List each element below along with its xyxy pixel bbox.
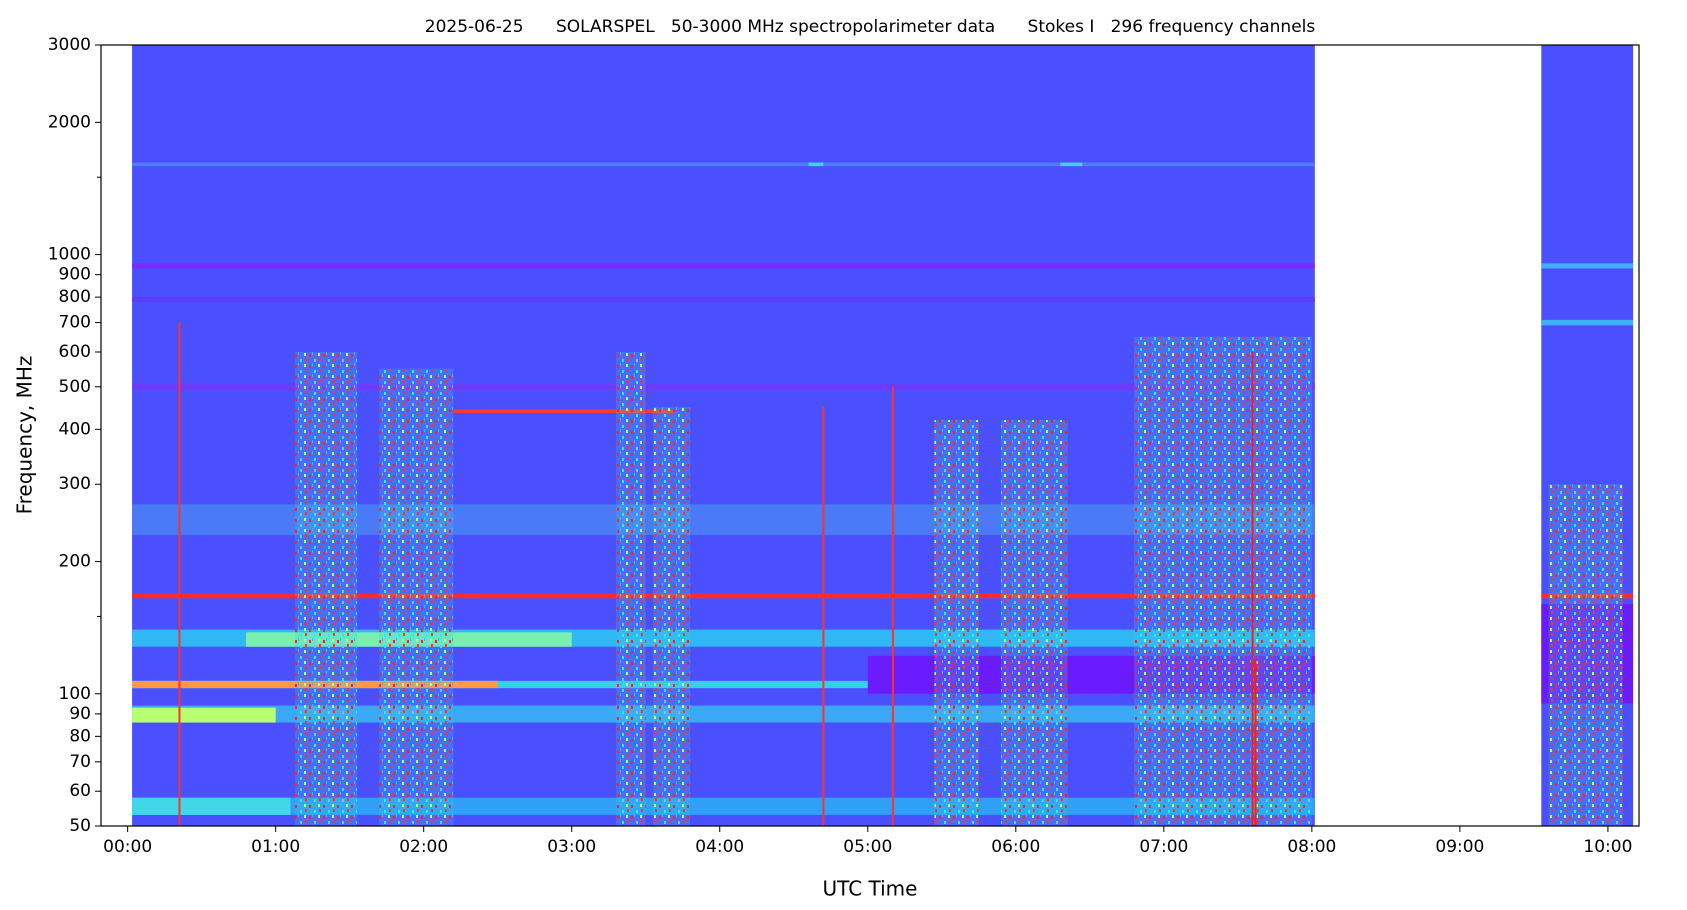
y-tick-label: 80	[69, 726, 91, 746]
y-tick-label: 600	[59, 342, 91, 362]
plot-area	[132, 45, 1634, 826]
band	[1541, 263, 1634, 269]
burst-texture	[1548, 484, 1623, 826]
burst-texture	[934, 420, 979, 826]
band	[453, 409, 676, 413]
x-tick-label: 07:00	[1139, 837, 1188, 857]
band	[808, 162, 824, 167]
burst-texture	[616, 352, 646, 826]
y-tick-label: 800	[59, 287, 91, 307]
band	[132, 383, 1315, 391]
x-tick-label: 06:00	[991, 837, 1040, 857]
x-axis-label: UTC Time	[823, 877, 918, 901]
x-tick-label: 05:00	[843, 837, 892, 857]
burst-texture	[294, 352, 358, 826]
x-tick-label: 04:00	[695, 837, 744, 857]
band	[132, 707, 276, 723]
y-tick-label: 700	[59, 313, 91, 333]
y-tick-label: 900	[59, 265, 91, 285]
band	[1541, 319, 1634, 326]
burst-texture	[1134, 336, 1312, 826]
y-tick-label: 90	[69, 704, 91, 724]
x-tick-label: 10:00	[1583, 837, 1632, 857]
burst-texture	[379, 368, 454, 826]
x-tick-label: 00:00	[103, 837, 152, 857]
band	[132, 297, 1315, 302]
band	[132, 797, 291, 815]
burst-texture	[1001, 420, 1068, 826]
x-tick-label: 02:00	[399, 837, 448, 857]
y-tick-label: 2000	[48, 112, 91, 132]
band	[1060, 162, 1083, 167]
y-tick-label: 300	[59, 474, 91, 494]
band	[132, 680, 1315, 689]
x-tick-label: 08:00	[1287, 837, 1336, 857]
y-tick-label: 200	[59, 552, 91, 572]
y-tick-label: 1000	[48, 245, 91, 265]
y-tick-label: 100	[59, 684, 91, 704]
band	[132, 263, 1315, 269]
y-tick-label: 60	[69, 781, 91, 801]
y-axis-label: Frequency, MHz	[13, 356, 37, 515]
y-tick-label: 50	[69, 816, 91, 836]
y-tick-label: 70	[69, 752, 91, 772]
x-tick-label: 01:00	[251, 837, 300, 857]
y-tick-label: 500	[59, 377, 91, 397]
chart-title: 2025-06-25 SOLARSPEL 50-3000 MHz spectro…	[425, 17, 1316, 37]
y-tick-label: 400	[59, 419, 91, 439]
burst-texture	[653, 406, 691, 826]
band	[132, 162, 1315, 167]
y-tick-label: 3000	[48, 35, 91, 55]
band	[132, 593, 1315, 599]
x-tick-label: 03:00	[547, 837, 596, 857]
axes-frame	[100, 44, 1640, 827]
x-tick-label: 09:00	[1435, 837, 1484, 857]
